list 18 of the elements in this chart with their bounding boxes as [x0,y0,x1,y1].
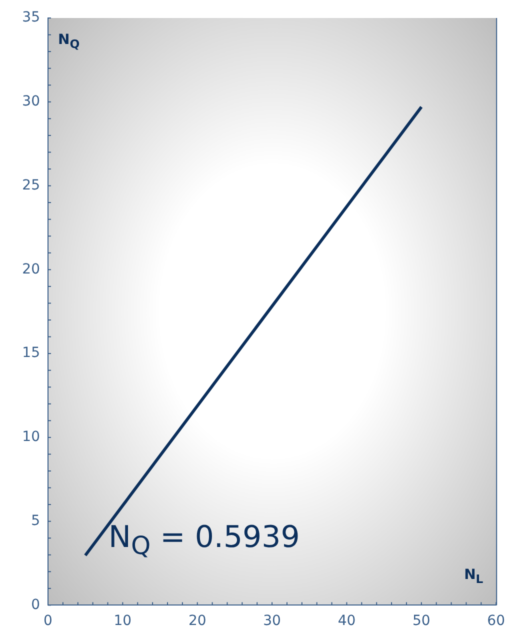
x-axis-title: N$_{L}$ [464,567,484,586]
y-tick-label: 10 [22,429,40,446]
x-tick-label: 40 [338,613,356,630]
x-tick-label: 30 [263,613,281,630]
x-tick-label: 0 [44,613,52,630]
y-tick-label: 5 [31,512,40,529]
x-tick-label: 50 [412,613,430,630]
annotation: N$_{Q}$ = 0.5939 [108,520,300,560]
y-tick-label: 20 [22,261,40,278]
y-tick-label: 0 [31,596,40,613]
x-tick-label: 60 [487,613,506,630]
x-tick-label: 20 [188,613,206,630]
y-tick-label: 30 [22,94,40,110]
x-tick-label: 10 [114,613,132,630]
y-axis-title: N$_{Q}$ [58,32,80,51]
y-tick-label: 35 [22,10,40,26]
y-tick-label: 15 [22,345,40,362]
y-tick-label: 25 [22,177,40,194]
